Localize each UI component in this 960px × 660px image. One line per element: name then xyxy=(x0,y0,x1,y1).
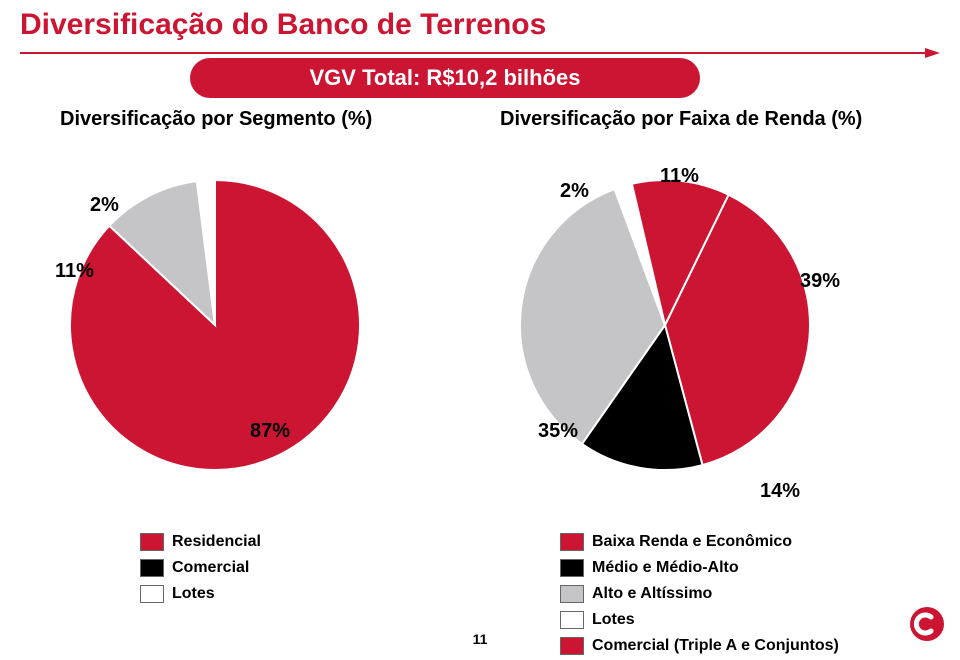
legend-label: Comercial xyxy=(172,559,249,577)
pie-slice-label: 2% xyxy=(90,194,119,217)
legend-swatch xyxy=(140,585,164,603)
legend-label: Lotes xyxy=(592,611,635,629)
legend-swatch xyxy=(140,533,164,551)
legend-item: Comercial xyxy=(140,556,261,580)
legend-swatch xyxy=(560,611,584,629)
pie-slice-label: 87% xyxy=(250,420,290,443)
page: Diversificação do Banco de Terrenos VGV … xyxy=(0,0,960,653)
legend-label: Baixa Renda e Econômico xyxy=(592,533,792,551)
legends: Residencial Comercial Lotes Baixa Renda e … xyxy=(0,530,960,640)
pie-slice-label: 11% xyxy=(660,165,699,188)
legend-item: Lotes xyxy=(560,608,839,632)
page-number: 11 xyxy=(0,631,960,647)
legend-segmento: Residencial Comercial Lotes xyxy=(140,530,261,608)
subheading-segmento: Diversificação por Segmento (%) xyxy=(60,108,372,131)
legend-item: Baixa Renda e Econômico xyxy=(560,530,839,554)
vgv-total-text: VGV Total: R$10,2 bilhões xyxy=(310,65,581,91)
legend-item: Médio e Médio-Alto xyxy=(560,556,839,580)
legend-label: Lotes xyxy=(172,585,215,603)
legend-swatch xyxy=(140,559,164,577)
pie-slice-label: 39% xyxy=(800,270,840,293)
pie-slice-label: 2% xyxy=(560,180,589,203)
legend-label: Médio e Médio-Alto xyxy=(592,559,739,577)
pie-slice-label: 14% xyxy=(760,480,800,503)
legend-swatch xyxy=(560,533,584,551)
divider-arrow xyxy=(20,48,940,58)
pie-chart-renda: 39%14%35%2%11% xyxy=(500,160,830,490)
subheadings: Diversificação por Segmento (%) Diversif… xyxy=(0,108,960,138)
subheading-renda: Diversificação por Faixa de Renda (%) xyxy=(500,108,862,131)
page-title: Diversificação do Banco de Terrenos xyxy=(20,8,546,42)
legend-swatch xyxy=(560,559,584,577)
legend-label: Residencial xyxy=(172,533,261,551)
legend-item: Lotes xyxy=(140,582,261,606)
legend-item: Alto e Altíssimo xyxy=(560,582,839,606)
charts-area: 87% 11% 2% 39% 14% 35% 2% 11% xyxy=(0,150,960,510)
pie-slice-label: 35% xyxy=(538,420,578,443)
legend-label: Alto e Altíssimo xyxy=(592,585,712,603)
pie-chart-segmento: 87% 11% 2% xyxy=(50,160,380,490)
company-logo xyxy=(908,605,946,643)
vgv-total-banner: VGV Total: R$10,2 bilhões xyxy=(190,58,700,98)
pie-slice-label: 11% xyxy=(55,260,94,283)
legend-swatch xyxy=(560,585,584,603)
legend-item: Residencial xyxy=(140,530,261,554)
